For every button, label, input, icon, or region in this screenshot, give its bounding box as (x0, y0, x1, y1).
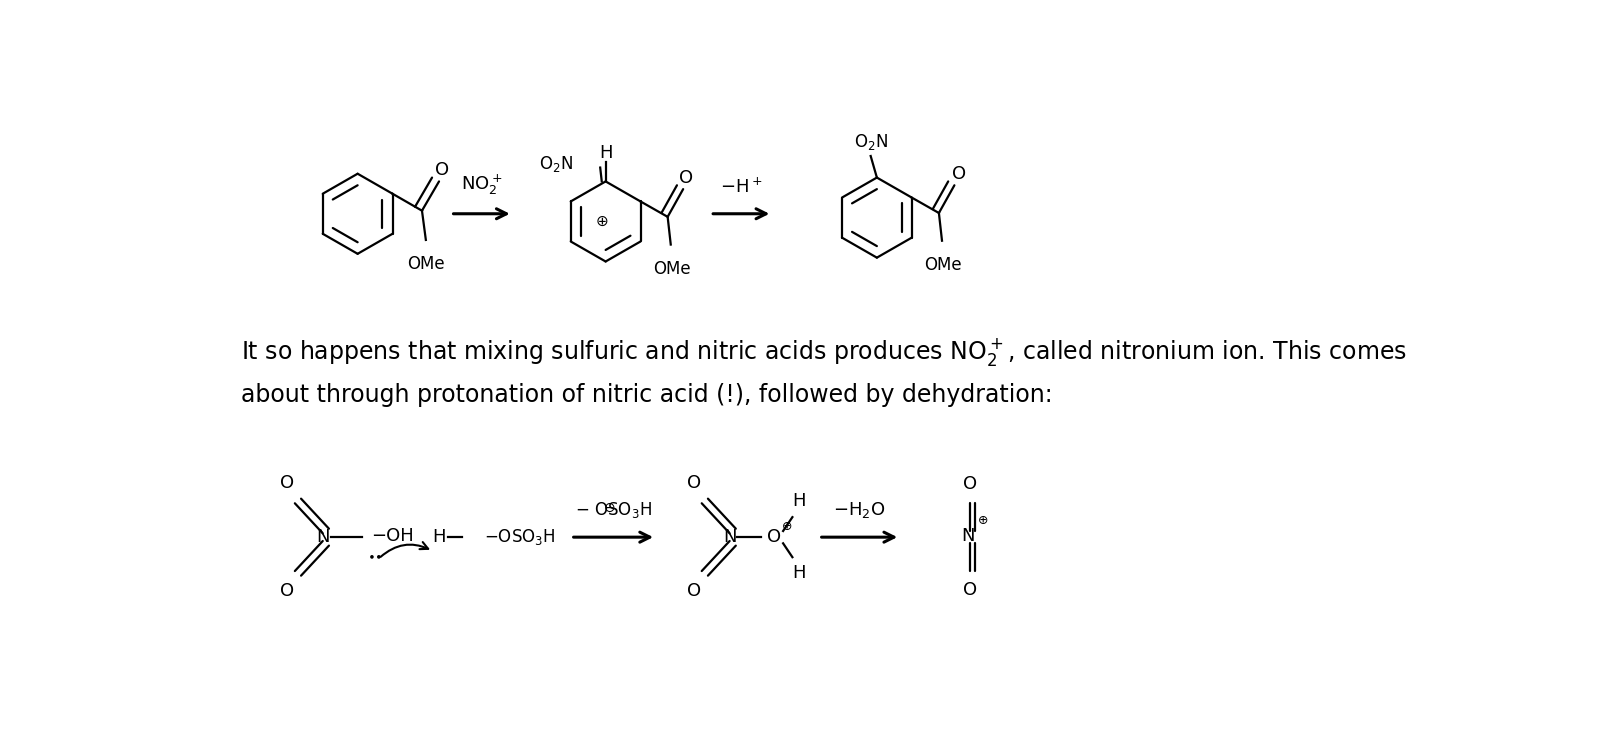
Text: N: N (961, 526, 976, 545)
Text: −OH: −OH (371, 526, 413, 545)
Text: O: O (963, 581, 977, 599)
Text: −OSO$_3$H: −OSO$_3$H (485, 527, 556, 547)
Text: OMe: OMe (653, 260, 691, 278)
Text: OMe: OMe (407, 255, 444, 273)
Text: ∙∙: ∙∙ (368, 550, 383, 563)
Text: O: O (434, 161, 449, 179)
Text: $-$ OSO$_3$H: $-$ OSO$_3$H (575, 500, 652, 521)
Text: O: O (963, 475, 977, 493)
Text: O: O (280, 582, 293, 600)
Text: $-$H$^+$: $-$H$^+$ (720, 178, 762, 197)
Text: O: O (679, 169, 694, 187)
Text: H: H (433, 528, 446, 546)
Text: O$_2$N: O$_2$N (854, 132, 888, 152)
Text: N: N (723, 528, 736, 546)
Text: $-$H$_2$O: $-$H$_2$O (833, 500, 885, 521)
Text: H: H (598, 144, 613, 162)
Text: O: O (280, 475, 293, 492)
Text: It so happens that mixing sulfuric and nitric acids produces NO$_2^+$, called ni: It so happens that mixing sulfuric and n… (242, 336, 1407, 368)
Text: N: N (316, 528, 329, 546)
Text: O$_2$N: O$_2$N (540, 155, 574, 174)
Text: NO$_2^+$: NO$_2^+$ (460, 173, 503, 197)
Text: O: O (687, 582, 700, 600)
Text: $\oplus$: $\oplus$ (976, 514, 987, 527)
Text: O: O (767, 528, 781, 546)
Text: $\ominus$: $\ominus$ (603, 501, 616, 515)
Text: $\oplus$: $\oplus$ (781, 520, 791, 533)
Text: O: O (952, 165, 966, 184)
Text: H: H (791, 564, 806, 582)
FancyArrowPatch shape (381, 542, 428, 557)
Text: H: H (791, 492, 806, 510)
Text: about through protonation of nitric acid (!), followed by dehydration:: about through protonation of nitric acid… (242, 383, 1054, 407)
Text: $\oplus$: $\oplus$ (595, 214, 608, 229)
Text: OMe: OMe (924, 256, 961, 274)
Text: O: O (687, 475, 700, 492)
